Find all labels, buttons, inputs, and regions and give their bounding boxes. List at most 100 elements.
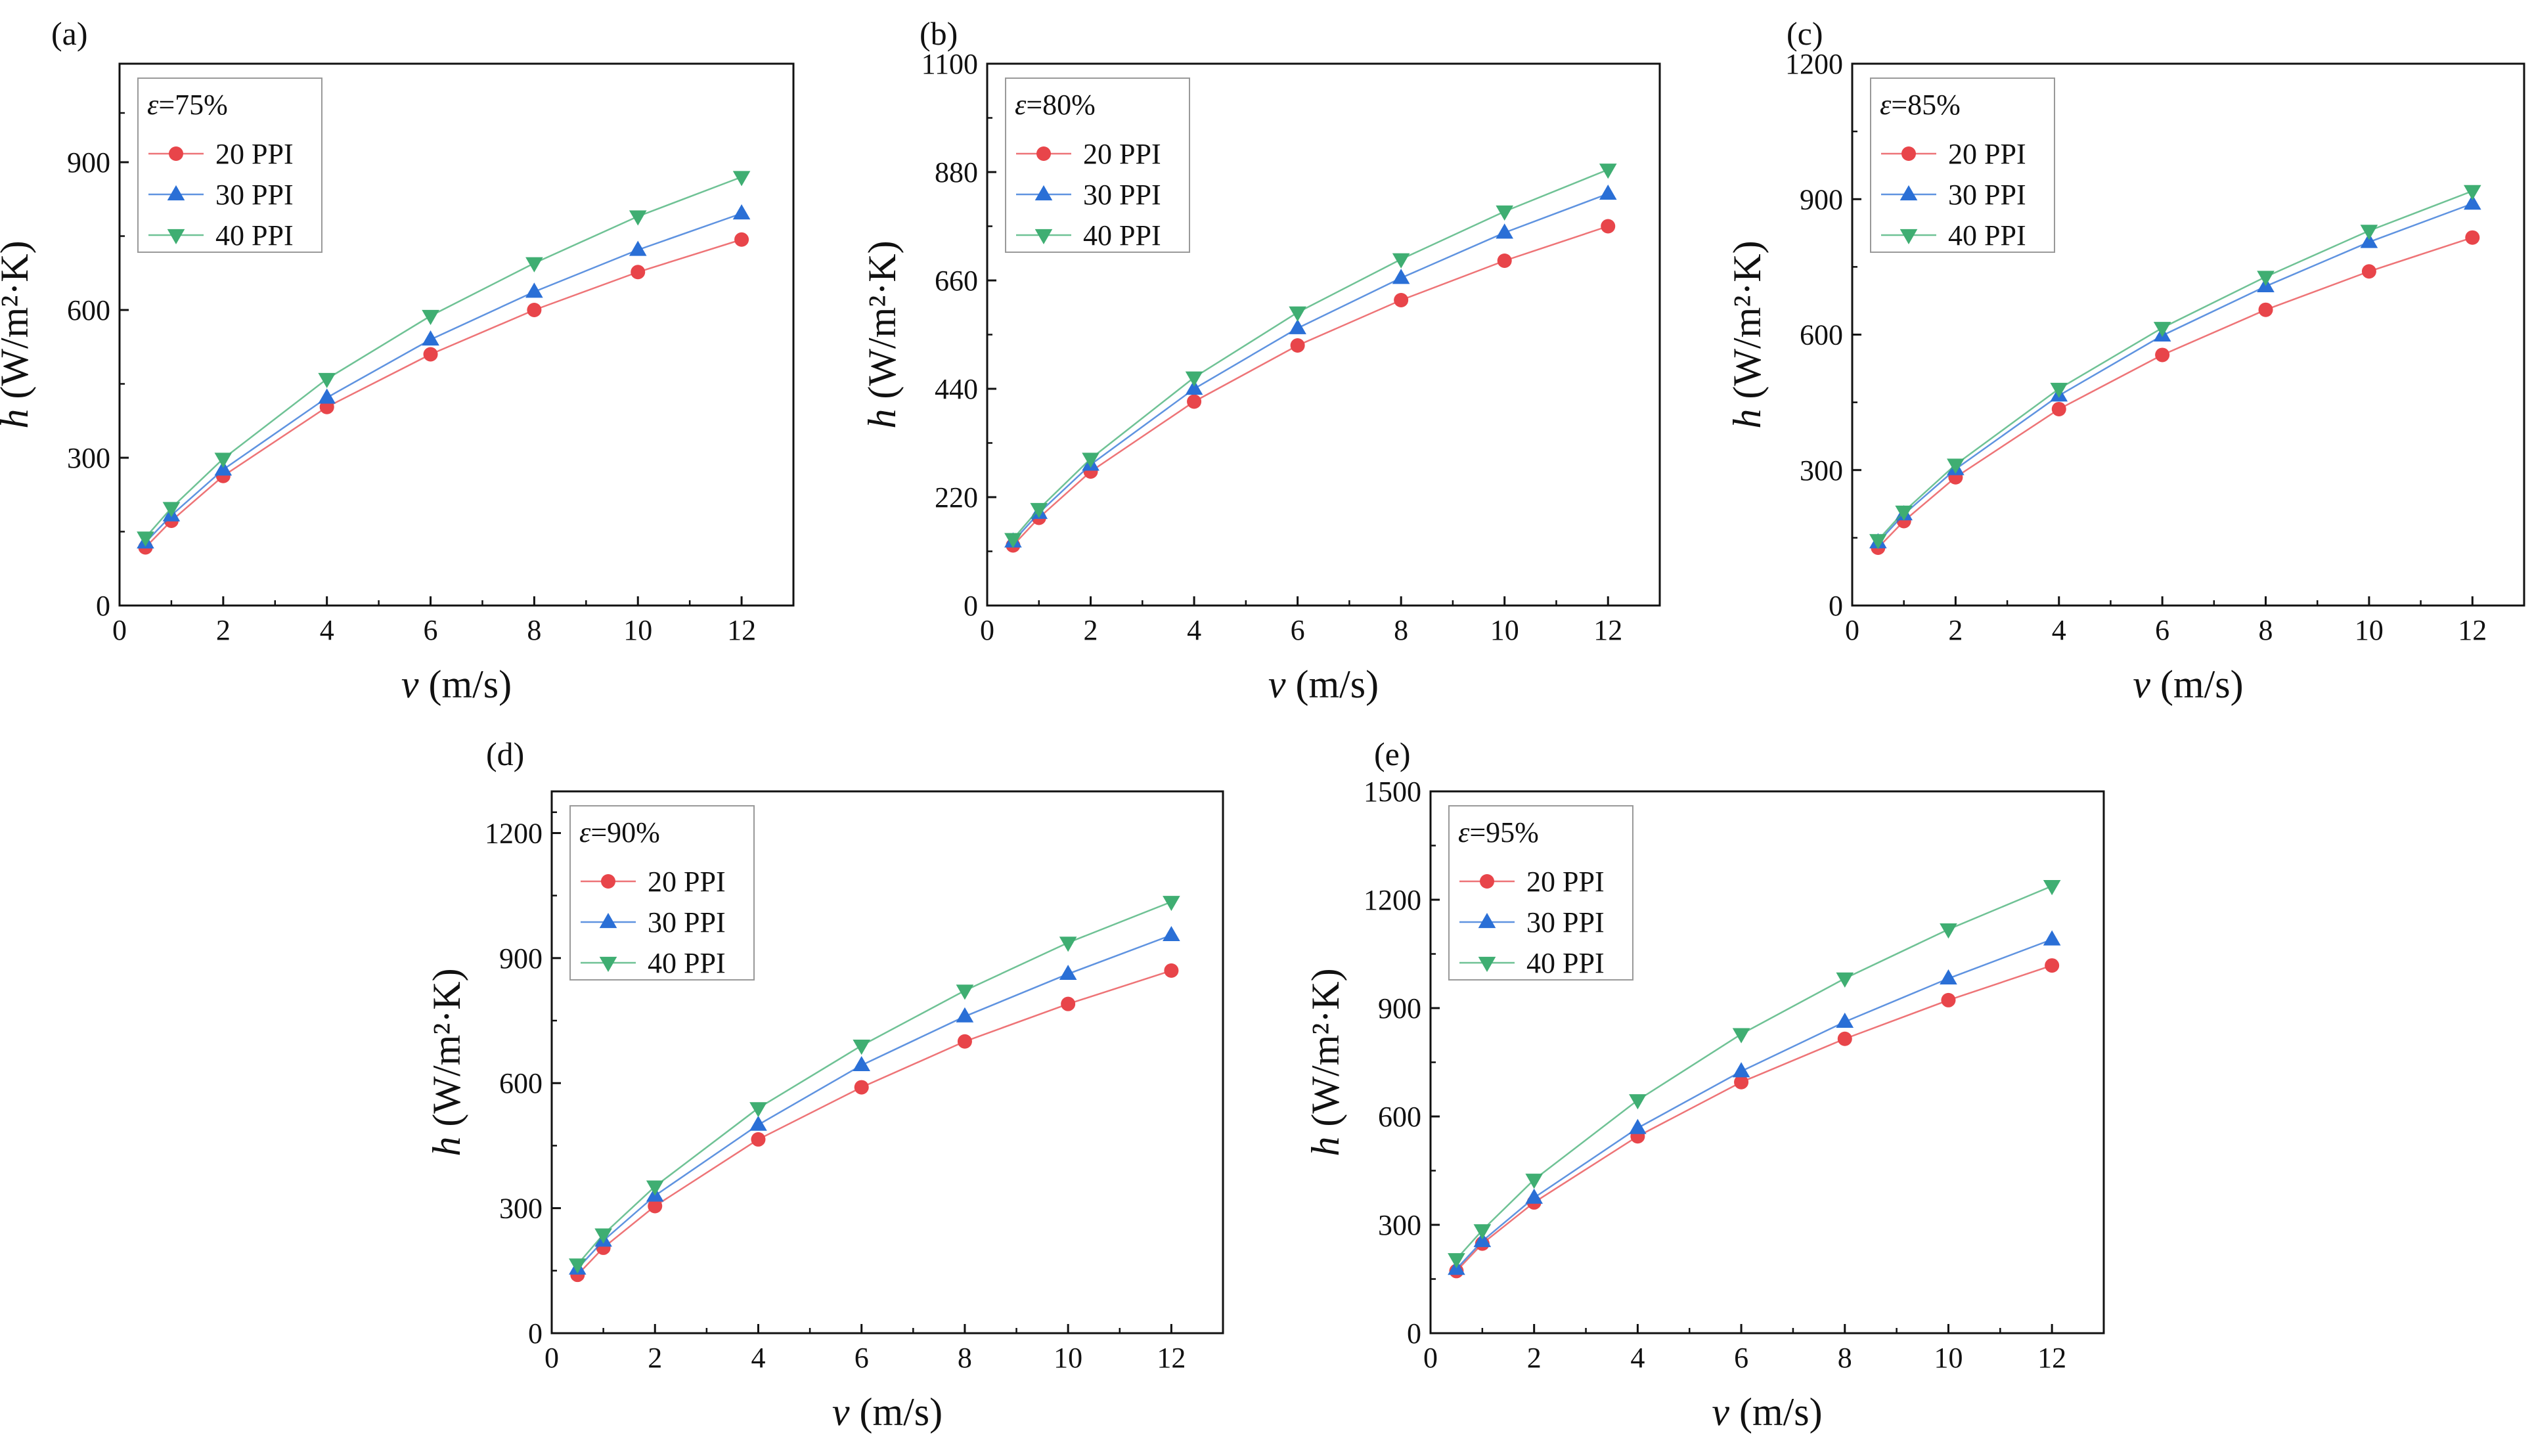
legend-label: 30 PPI — [215, 179, 294, 211]
series-line-20-ppi — [144, 238, 742, 548]
y-tick-label: 300 — [1378, 1209, 1421, 1241]
x-tick-label: 8 — [527, 614, 541, 646]
legend-box — [1448, 805, 1633, 981]
series-line-20-ppi — [577, 969, 1172, 1276]
x-tick-label: 2 — [648, 1342, 662, 1374]
x-axis-label: v (m/s) — [832, 1390, 943, 1434]
legend-label: 20 PPI — [1948, 138, 2026, 170]
x-tick-label: 0 — [544, 1342, 559, 1374]
y-axis-variable: h — [425, 1137, 468, 1157]
data-point — [1496, 205, 1513, 221]
x-tick-label: 0 — [1423, 1342, 1438, 1374]
data-point — [751, 1132, 766, 1147]
legend-label: 30 PPI — [1083, 179, 1161, 211]
legend-marker — [169, 146, 183, 161]
data-point — [137, 531, 154, 547]
y-axis-label: h (W/m²·K) — [0, 240, 36, 428]
panel-letter: (d) — [486, 736, 524, 772]
x-axis-variable: v — [1712, 1390, 1729, 1434]
x-tick-label: 8 — [1838, 1342, 1852, 1374]
data-point — [1164, 963, 1179, 978]
data-point — [1496, 223, 1513, 239]
series-line-20-ppi — [1012, 225, 1609, 546]
data-point — [594, 1228, 612, 1244]
data-point — [214, 452, 233, 468]
panel-letter: (e) — [1374, 736, 1411, 772]
x-tick-label: 6 — [1734, 1342, 1748, 1374]
data-point — [2360, 232, 2378, 248]
data-point — [569, 1258, 587, 1274]
legend-label: 40 PPI — [648, 947, 726, 979]
series-line-30-ppi — [577, 934, 1172, 1269]
data-point — [629, 210, 647, 226]
data-point — [1947, 458, 1965, 474]
x-axis-variable: v — [401, 663, 419, 706]
legend-label: 40 PPI — [1083, 219, 1161, 252]
series-line-30-ppi — [1877, 202, 2473, 543]
data-point — [2465, 230, 2480, 245]
y-tick-label: 880 — [935, 156, 978, 188]
y-tick-label: 0 — [1829, 590, 1843, 622]
legend: ε=80% 20 PPI 30 PPI 40 PPI — [1005, 77, 1190, 253]
x-tick-label: 10 — [1490, 614, 1519, 646]
data-point — [734, 232, 749, 247]
data-point — [2257, 271, 2275, 286]
legend-label: 40 PPI — [1948, 219, 2026, 252]
series-line-40-ppi — [144, 176, 742, 539]
x-tick-label: 0 — [1845, 614, 1859, 646]
y-tick-label: 600 — [1378, 1101, 1421, 1133]
data-point — [1059, 937, 1077, 952]
x-axis-variable: v — [2133, 663, 2150, 706]
series-line-30-ppi — [1012, 192, 1609, 542]
x-tick-label: 6 — [2155, 614, 2169, 646]
data-point — [2153, 322, 2171, 338]
x-axis-unit: (m/s) — [1285, 663, 1379, 706]
legend-porosity: =85% — [1891, 89, 1960, 121]
panel-d: (d) 0 2 4 6 8 10 12 0 300 600 900 1200 v (m/s) h (W/m²… — [425, 736, 1224, 1434]
data-point — [853, 1040, 870, 1055]
legend-box — [1005, 77, 1190, 253]
x-axis-label: v (m/s) — [1712, 1390, 1822, 1434]
y-tick-label: 900 — [1378, 992, 1421, 1025]
data-point — [318, 388, 336, 404]
x-tick-label: 10 — [623, 614, 652, 646]
data-point — [1163, 925, 1180, 942]
x-tick-label: 0 — [980, 614, 994, 646]
legend-box — [569, 805, 755, 981]
data-point — [1030, 502, 1048, 518]
data-point — [1941, 992, 1956, 1007]
x-tick-label: 2 — [1084, 614, 1098, 646]
legend-epsilon: ε — [147, 89, 159, 121]
y-axis-variable: h — [0, 409, 36, 429]
data-point — [525, 257, 543, 273]
data-point — [1525, 1174, 1543, 1189]
data-point — [1187, 394, 1202, 409]
x-axis-unit: (m/s) — [2150, 663, 2244, 706]
legend-title: ε=80% — [1015, 89, 1096, 121]
y-tick-label: 600 — [1800, 319, 1843, 351]
y-tick-label: 300 — [499, 1193, 543, 1225]
data-point — [1059, 964, 1077, 981]
data-point — [648, 1199, 663, 1214]
data-point — [1061, 996, 1076, 1011]
x-tick-label: 4 — [1630, 1342, 1645, 1374]
data-point — [749, 1102, 767, 1118]
data-point — [2258, 302, 2273, 317]
y-axis-label: h (W/m²·K) — [425, 968, 468, 1156]
data-point — [732, 171, 751, 187]
data-point — [162, 502, 181, 518]
legend-marker — [1901, 146, 1916, 161]
legend-label: 40 PPI — [1526, 947, 1605, 979]
y-axis-label: h (W/m²·K) — [1304, 968, 1347, 1156]
x-tick-label: 4 — [2052, 614, 2066, 646]
legend-box — [137, 77, 322, 253]
y-tick-label: 440 — [935, 373, 978, 405]
data-point — [1836, 1012, 1854, 1028]
legend-label: 30 PPI — [1526, 906, 1605, 938]
series-line-40-ppi — [1455, 885, 2053, 1260]
y-tick-label: 300 — [1800, 454, 1843, 487]
data-point — [1163, 896, 1180, 912]
data-point — [1732, 1028, 1750, 1044]
data-point — [2045, 958, 2060, 973]
